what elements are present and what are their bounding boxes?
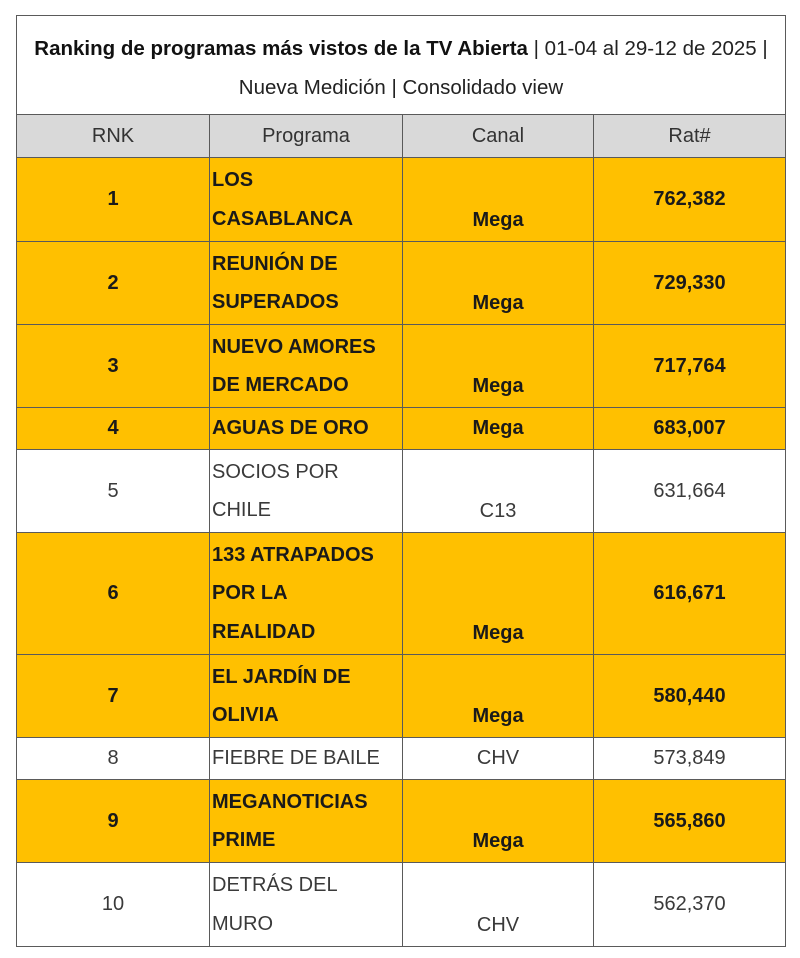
rank-cell: 8 — [16, 737, 210, 780]
program-cell: DETRÁS DEL MURO — [209, 862, 403, 947]
table-row: 8 FIEBRE DE BAILE CHV 573,849 — [16, 737, 786, 780]
channel-cell: Mega — [402, 407, 594, 450]
title-row: Ranking de programas más vistos de la TV… — [16, 15, 786, 115]
program-name: REUNIÓN DE SUPERADOS — [212, 252, 339, 314]
rating-cell: 717,764 — [593, 324, 786, 408]
table-title: Ranking de programas más vistos de la TV… — [16, 15, 786, 115]
rank-cell: 2 — [16, 241, 210, 325]
program-cell: REUNIÓN DE SUPERADOS — [209, 241, 403, 325]
rank-cell: 10 — [16, 862, 210, 947]
program-name: DETRÁS DEL MURO — [212, 874, 337, 935]
channel-cell: Mega — [402, 779, 594, 863]
rating-cell: 562,370 — [593, 862, 786, 947]
header-row: RNK Programa Canal Rat# — [16, 114, 786, 158]
rank-cell: 1 — [16, 157, 210, 242]
program-cell: SOCIOS POR CHILE — [209, 449, 403, 533]
rating-cell: 565,860 — [593, 779, 786, 863]
rating-cell: 616,671 — [593, 532, 786, 655]
channel-cell: CHV — [402, 862, 594, 947]
title-bold: Ranking de programas más vistos de la TV… — [34, 37, 528, 60]
header-rank: RNK — [16, 114, 210, 158]
rating-cell: 573,849 — [593, 737, 786, 780]
rating-cell: 631,664 — [593, 449, 786, 533]
channel-cell: Mega — [402, 157, 594, 242]
rank-cell: 7 — [16, 654, 210, 738]
header-rating: Rat# — [593, 114, 786, 158]
rating-cell: 762,382 — [593, 157, 786, 242]
ranking-table: Ranking de programas más vistos de la TV… — [16, 15, 786, 947]
rating-cell: 683,007 — [593, 407, 786, 450]
program-name: EL JARDÍN DE OLIVIA — [212, 665, 351, 727]
program-cell: FIEBRE DE BAILE — [209, 737, 403, 780]
program-cell: EL JARDÍN DE OLIVIA — [209, 654, 403, 738]
program-name: SOCIOS POR CHILE — [212, 460, 339, 522]
rank-cell: 6 — [16, 532, 210, 655]
table-row: 5 SOCIOS POR CHILE C13 631,664 — [16, 449, 786, 533]
table-row: 3 NUEVO AMORES DE MERCADO Mega 717,764 — [16, 324, 786, 408]
program-cell: 133 ATRAPADOS POR LA REALIDAD — [209, 532, 403, 655]
rank-cell: 5 — [16, 449, 210, 533]
program-name: LOS CASABLANCA — [212, 169, 354, 230]
table-row: 7 EL JARDÍN DE OLIVIA Mega 580,440 — [16, 654, 786, 738]
program-name: 133 ATRAPADOS POR LA REALIDAD — [212, 543, 374, 643]
header-program: Programa — [209, 114, 403, 158]
rank-cell: 9 — [16, 779, 210, 863]
header-channel: Canal — [402, 114, 594, 158]
channel-cell: CHV — [402, 737, 594, 780]
program-cell: NUEVO AMORES DE MERCADO — [209, 324, 403, 408]
channel-cell: C13 — [402, 449, 594, 533]
program-cell: LOS CASABLANCA — [209, 157, 403, 242]
table-row: 4 AGUAS DE ORO Mega 683,007 — [16, 407, 786, 450]
table-row: 10 DETRÁS DEL MURO CHV 562,370 — [16, 862, 786, 947]
program-cell: MEGANOTICIAS PRIME — [209, 779, 403, 863]
channel-cell: Mega — [402, 324, 594, 408]
rating-cell: 729,330 — [593, 241, 786, 325]
channel-cell: Mega — [402, 654, 594, 738]
table-row: 1 LOS CASABLANCA Mega 762,382 — [16, 157, 786, 242]
rank-cell: 3 — [16, 324, 210, 408]
table-row: 6 133 ATRAPADOS POR LA REALIDAD Mega 616… — [16, 532, 786, 655]
table-row: 2 REUNIÓN DE SUPERADOS Mega 729,330 — [16, 241, 786, 325]
program-name: MEGANOTICIAS PRIME — [212, 790, 368, 852]
channel-cell: Mega — [402, 532, 594, 655]
rating-cell: 580,440 — [593, 654, 786, 738]
table-row: 9 MEGANOTICIAS PRIME Mega 565,860 — [16, 779, 786, 863]
title-rest: | 01-04 al 29-12 de 2025 | Nueva Medició… — [238, 37, 768, 99]
channel-cell: Mega — [402, 241, 594, 325]
program-cell: AGUAS DE ORO — [209, 407, 403, 450]
rank-cell: 4 — [16, 407, 210, 450]
program-name: NUEVO AMORES DE MERCADO — [212, 335, 376, 397]
